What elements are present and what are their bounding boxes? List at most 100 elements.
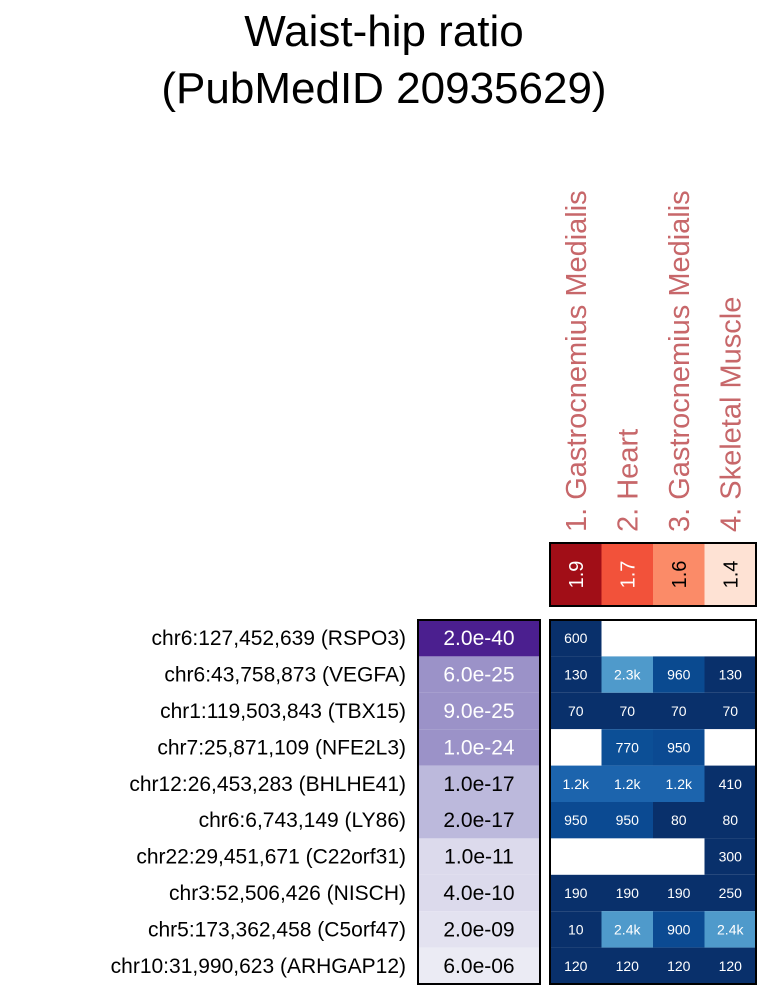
heatmap-cell bbox=[704, 802, 756, 839]
heatmap-cell bbox=[704, 765, 756, 802]
enrichment-border bbox=[549, 542, 757, 607]
heatmap-cell bbox=[704, 692, 756, 730]
heatmap-cell bbox=[704, 911, 756, 948]
tissue-label: 4. Skeletal Muscle bbox=[715, 297, 747, 532]
heatmap-cell bbox=[601, 838, 653, 875]
heatmap-cell bbox=[653, 947, 705, 984]
heatmap-cell bbox=[601, 729, 653, 766]
heatmap-cell bbox=[653, 765, 705, 802]
heatmap-cell bbox=[601, 656, 653, 693]
pvalue-label: 4.0e-10 bbox=[443, 882, 514, 905]
tissue-label: 1. Gastrocnemius Medialis bbox=[561, 190, 593, 532]
cell-value: 70 bbox=[671, 703, 687, 719]
heatmap-cell bbox=[601, 874, 653, 912]
cell-value: 190 bbox=[616, 885, 640, 901]
chart-title-line-2: (PubMedID 20935629) bbox=[161, 64, 606, 113]
cell-value: 900 bbox=[667, 921, 691, 937]
pvalue-label: 1.0e-11 bbox=[444, 846, 514, 869]
cell-value: 410 bbox=[719, 776, 743, 792]
tissue-label: 2. Heart bbox=[612, 429, 644, 532]
pvalue-cell bbox=[418, 874, 540, 912]
cell-value: 130 bbox=[719, 667, 743, 683]
pvalue-label: 6.0e-25 bbox=[443, 664, 514, 687]
cell-value: 950 bbox=[564, 812, 588, 828]
heatmap-cell bbox=[601, 947, 653, 984]
locus-label: chr22:29,451,671 (C22orf31) bbox=[136, 846, 406, 869]
heatmap-cell bbox=[653, 620, 705, 657]
cell-value: 1.2k bbox=[666, 776, 693, 792]
cell-value: 250 bbox=[719, 885, 743, 901]
locus-label: chr5:173,362,458 (C5orf47) bbox=[148, 918, 406, 941]
heatmap-cell bbox=[653, 729, 705, 766]
heatmap-cell bbox=[704, 656, 756, 693]
chart-title-line-1: Waist-hip ratio bbox=[244, 7, 524, 56]
locus-label: chr6:127,452,639 (RSPO3) bbox=[152, 627, 406, 650]
cell-value: 120 bbox=[564, 958, 588, 974]
cell-value: 70 bbox=[568, 703, 584, 719]
cell-value: 120 bbox=[667, 958, 691, 974]
heatmap-cell bbox=[550, 911, 602, 948]
pvalue-label: 2.0e-40 bbox=[443, 627, 514, 650]
cell-value: 120 bbox=[719, 958, 743, 974]
enrichment-value: 1.4 bbox=[720, 561, 742, 589]
heatmap-cell bbox=[704, 838, 756, 875]
heatmap-border bbox=[549, 619, 757, 985]
cell-value: 80 bbox=[722, 812, 738, 828]
pvalue-cell bbox=[418, 911, 540, 948]
pvalue-cell bbox=[418, 729, 540, 766]
cell-value: 120 bbox=[616, 958, 640, 974]
heatmap-cell bbox=[601, 765, 653, 802]
heatmap-cell bbox=[601, 620, 653, 657]
pvalue-cell bbox=[418, 947, 540, 984]
cell-value: 950 bbox=[667, 739, 691, 755]
tissue-label: 3. Gastrocnemius Medialis bbox=[664, 190, 696, 532]
pvalue-label: 6.0e-06 bbox=[443, 955, 514, 978]
pvalue-cell bbox=[418, 802, 540, 839]
locus-label: chr7:25,871,109 (NFE2L3) bbox=[157, 736, 406, 759]
heatmap-cell bbox=[550, 838, 602, 875]
locus-label: chr10:31,990,623 (ARHGAP12) bbox=[111, 955, 406, 978]
heatmap-cell bbox=[550, 729, 602, 766]
pvalue-column: 2.0e-40 6.0e-25 9.0e-25 1.0e-24 1.0e-17 2.0e-… bbox=[417, 619, 541, 985]
enrichment-row: 1.9 1.7 1.6 1.4 bbox=[549, 542, 757, 607]
heatmap-cell bbox=[550, 765, 602, 802]
heatmap-cell bbox=[704, 620, 756, 657]
heatmap-cell bbox=[653, 911, 705, 948]
cell-value: 1.2k bbox=[563, 776, 590, 792]
pvalue-label: 1.0e-24 bbox=[443, 736, 515, 759]
enrichment-cell bbox=[601, 543, 653, 606]
heatmap-cell bbox=[653, 838, 705, 875]
heatmap-cell bbox=[704, 947, 756, 984]
pvalue-border bbox=[417, 619, 541, 985]
pvalue-cell bbox=[418, 765, 540, 802]
locus-label: chr12:26,453,283 (BHLHE41) bbox=[129, 773, 406, 796]
pvalue-label: 2.0e-09 bbox=[443, 918, 514, 941]
cell-value: 190 bbox=[564, 885, 588, 901]
heatmap-cell bbox=[550, 947, 602, 984]
enrichment-value: 1.9 bbox=[566, 561, 588, 589]
heatmap-cell bbox=[601, 802, 653, 839]
locus-label: chr6:43,758,873 (VEGFA) bbox=[164, 664, 406, 687]
cell-value: 950 bbox=[616, 812, 640, 828]
enrichment-value: 1.7 bbox=[617, 561, 639, 589]
locus-label: chr1:119,503,843 (TBX15) bbox=[160, 700, 406, 723]
pvalue-label: 1.0e-17 bbox=[443, 773, 514, 796]
pvalue-cell bbox=[418, 656, 540, 693]
heatmap-cell bbox=[653, 692, 705, 730]
heatmap-cell bbox=[653, 656, 705, 693]
heatmap-cell bbox=[653, 874, 705, 912]
cell-value: 130 bbox=[564, 667, 588, 683]
heatmap-cell bbox=[550, 656, 602, 693]
heatmap-cell bbox=[601, 692, 653, 730]
cell-value: 70 bbox=[722, 703, 738, 719]
cell-value: 70 bbox=[619, 703, 635, 719]
cell-value: 300 bbox=[719, 849, 743, 865]
cell-value: 600 bbox=[564, 630, 588, 646]
enrichment-cell bbox=[704, 543, 756, 606]
heatmap-cell bbox=[550, 802, 602, 839]
heatmap-cell bbox=[704, 729, 756, 766]
heatmap-cell bbox=[550, 620, 602, 657]
pvalue-cell bbox=[418, 692, 540, 730]
cell-value: 80 bbox=[671, 812, 687, 828]
locus-label: chr3:52,506,426 (NISCH) bbox=[169, 882, 406, 905]
